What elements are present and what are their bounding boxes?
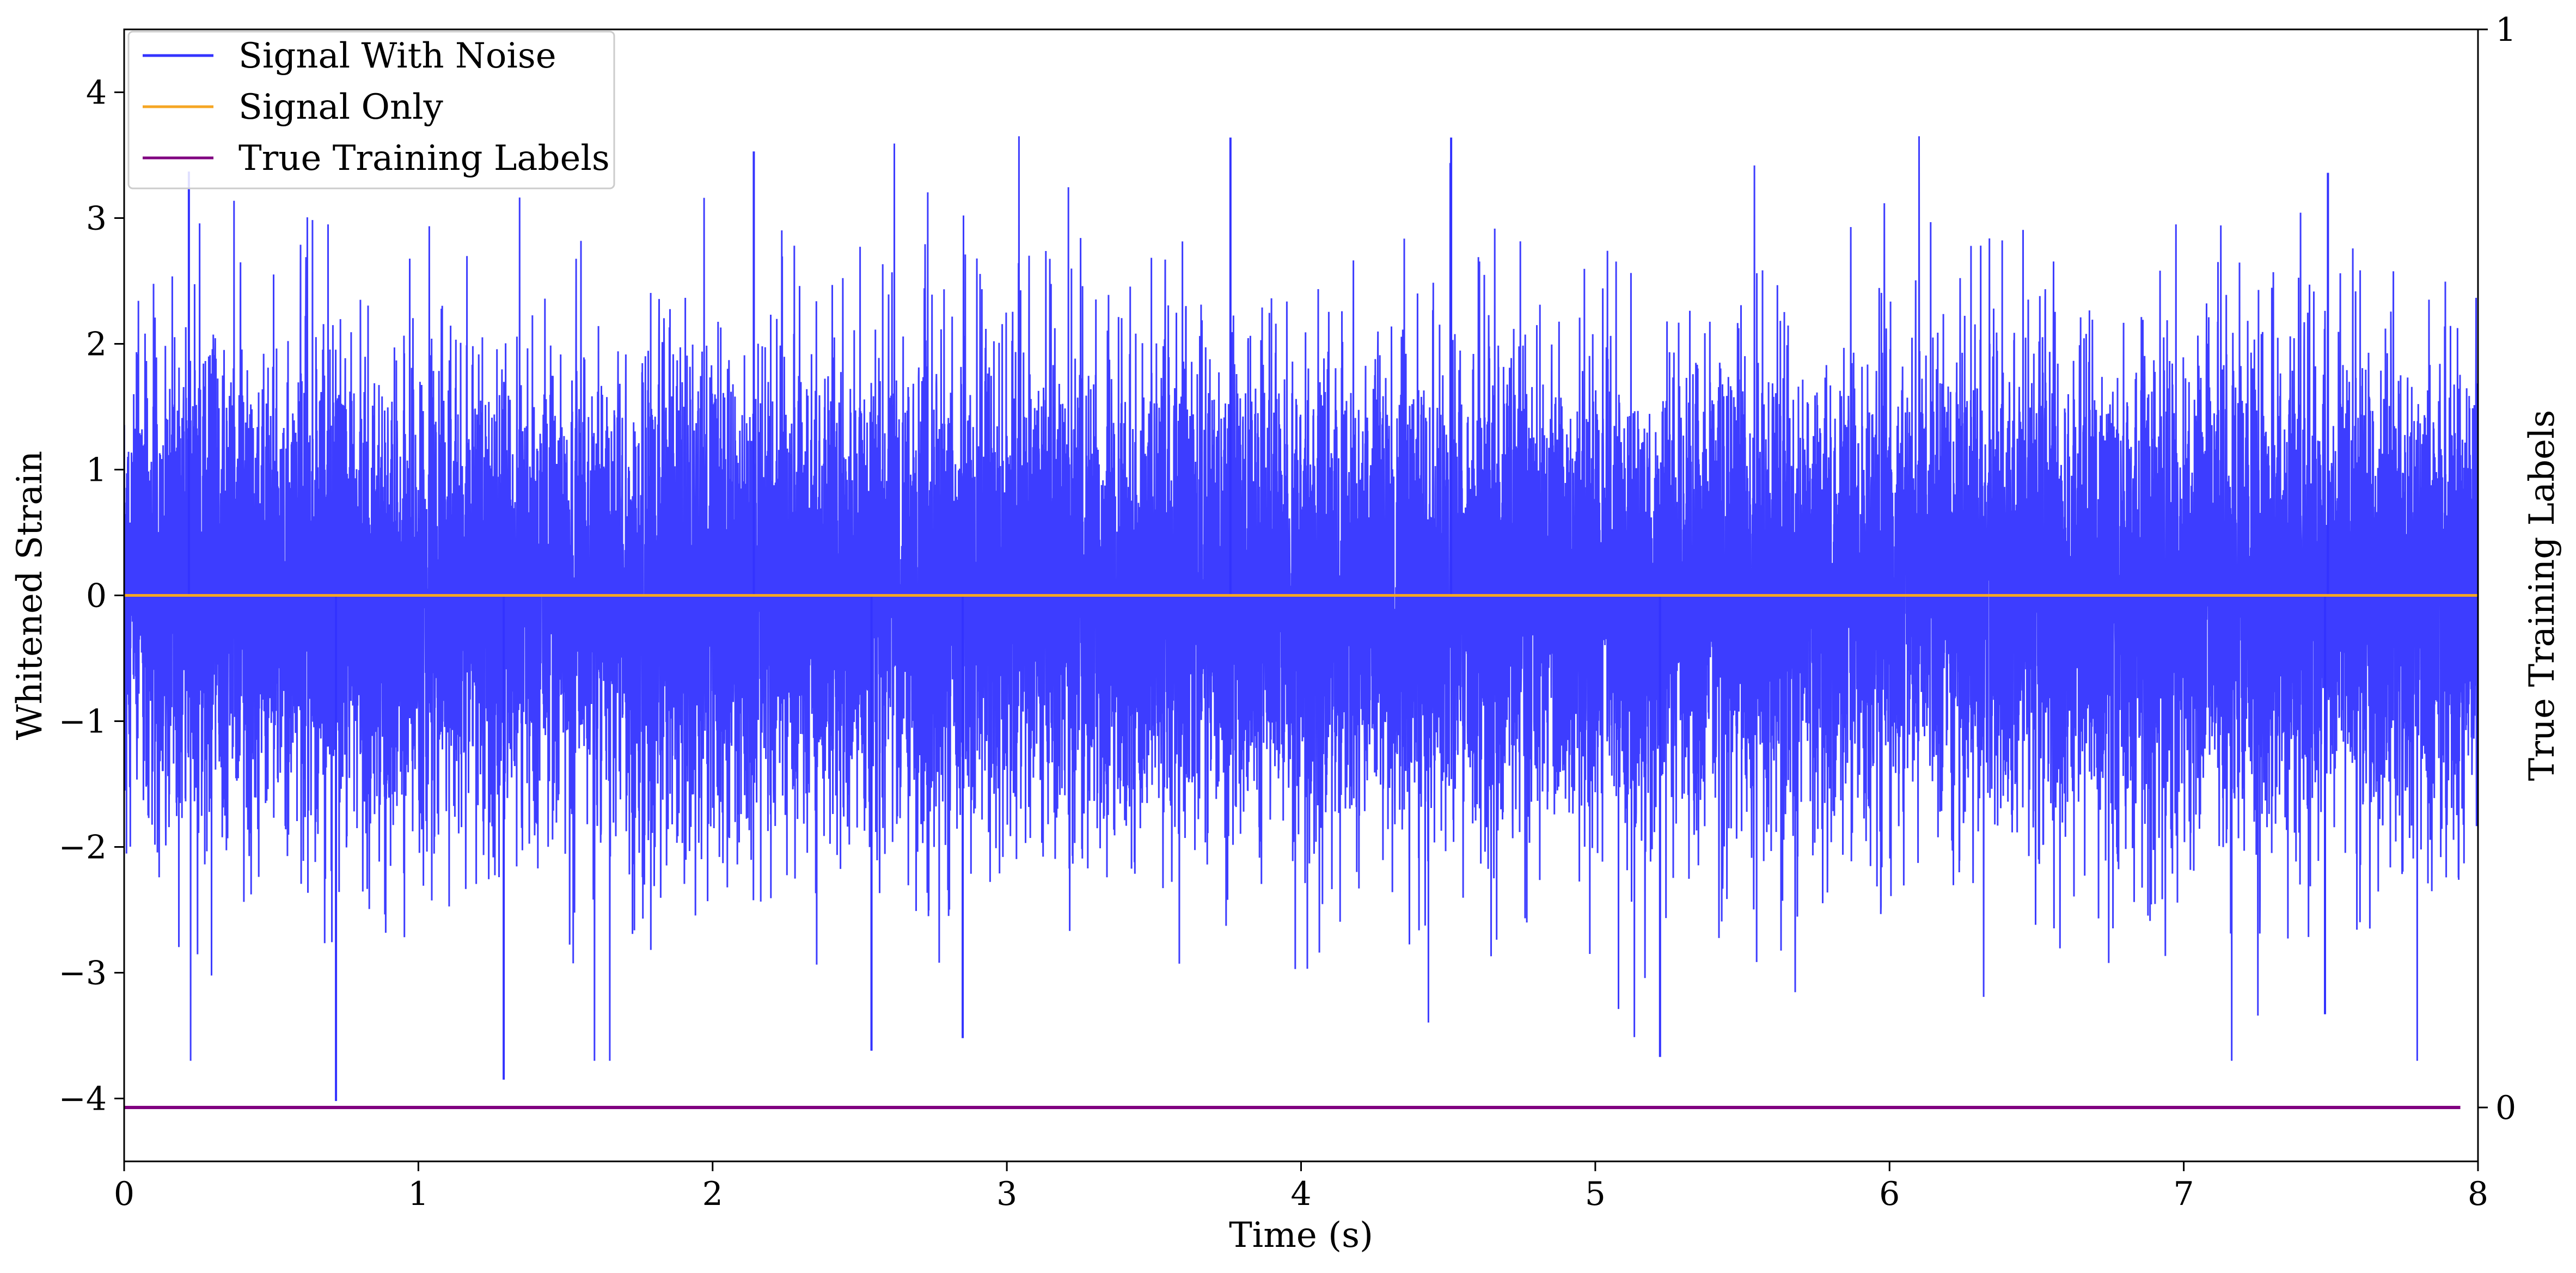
legend-label-signal-only: Signal Only xyxy=(238,87,443,127)
y-tick-label: −1 xyxy=(59,703,107,741)
plot-data xyxy=(124,136,2478,1109)
x-axis-ticks: 0 1 2 3 4 5 6 7 8 xyxy=(114,1161,2488,1213)
x-tick-label: 7 xyxy=(2174,1175,2194,1213)
x-tick-label: 2 xyxy=(702,1175,723,1213)
y-axis-ticks: −4 −3 −2 −1 0 1 2 3 4 xyxy=(59,74,124,1118)
y-tick-label: −3 xyxy=(59,954,107,993)
legend-label-true-training-labels: True Training Labels xyxy=(238,138,610,179)
y-tick-label: 0 xyxy=(86,577,107,615)
x-tick-label: 8 xyxy=(2468,1175,2488,1213)
series-signal-with-noise xyxy=(124,136,2478,1061)
y2-tick-label: 0 xyxy=(2495,1089,2516,1127)
x-tick-label: 0 xyxy=(114,1175,134,1213)
y2-axis-ticks: 01 xyxy=(2478,11,2516,1127)
y-tick-label: 2 xyxy=(86,326,107,364)
y2-axis-label: True Training Labels xyxy=(2522,410,2562,781)
y-tick-label: −4 xyxy=(59,1080,107,1118)
legend-label-signal-with-noise: Signal With Noise xyxy=(238,36,556,76)
x-tick-label: 5 xyxy=(1585,1175,1606,1213)
y-tick-label: 4 xyxy=(86,74,107,112)
x-tick-label: 4 xyxy=(1290,1175,1311,1213)
x-axis-label: Time (s) xyxy=(1229,1215,1373,1256)
y-tick-label: −2 xyxy=(59,829,107,867)
y-tick-label: 3 xyxy=(86,200,107,238)
y-tick-label: 1 xyxy=(86,451,107,489)
y-axis-label: Whitened Strain xyxy=(10,451,50,740)
legend-box xyxy=(127,30,615,189)
x-tick-label: 1 xyxy=(408,1175,429,1213)
x-tick-label: 3 xyxy=(996,1175,1017,1213)
x-tick-label: 6 xyxy=(1879,1175,1900,1213)
legend: Signal With Noise Signal Only True Train… xyxy=(127,30,615,189)
y2-tick-label: 1 xyxy=(2495,11,2516,49)
